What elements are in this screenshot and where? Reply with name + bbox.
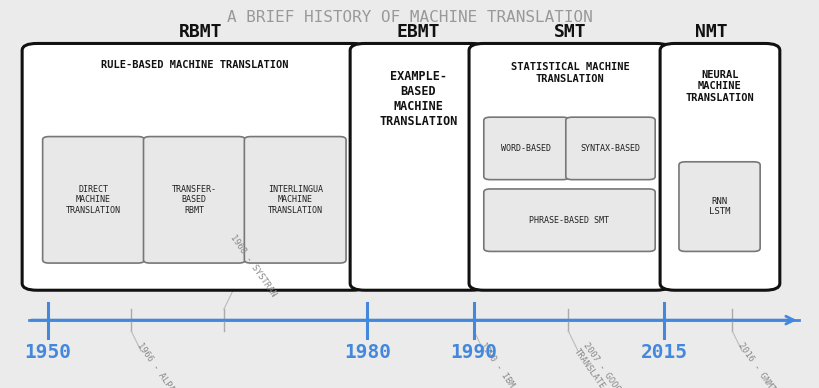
Text: NMT: NMT	[695, 23, 727, 41]
FancyBboxPatch shape	[350, 43, 486, 290]
FancyBboxPatch shape	[659, 43, 779, 290]
FancyBboxPatch shape	[22, 43, 367, 290]
FancyBboxPatch shape	[483, 189, 654, 251]
Text: NEURAL
MACHINE
TRANSLATION: NEURAL MACHINE TRANSLATION	[685, 70, 753, 103]
Text: PHRASE-BASED SMT: PHRASE-BASED SMT	[529, 216, 609, 225]
FancyBboxPatch shape	[483, 117, 568, 180]
Text: 1968 - SYSTRAN: 1968 - SYSTRAN	[228, 234, 277, 299]
Text: 1966 - ALPAC REPORT: 1966 - ALPAC REPORT	[135, 341, 200, 388]
Text: 2016 - GNMT: 2016 - GNMT	[735, 341, 776, 388]
Text: INTERLINGUA
MACHINE
TRANSLATION: INTERLINGUA MACHINE TRANSLATION	[267, 185, 323, 215]
Text: 1980: 1980	[343, 343, 391, 362]
Text: RNN
LSTM: RNN LSTM	[708, 197, 730, 217]
Text: 1950: 1950	[24, 343, 71, 362]
FancyBboxPatch shape	[143, 137, 245, 263]
Text: 2015: 2015	[640, 343, 687, 362]
Text: SMT: SMT	[553, 23, 586, 41]
Text: STATISTICAL MACHINE
TRANSLATION: STATISTICAL MACHINE TRANSLATION	[510, 62, 628, 84]
Text: EXAMPLE-
BASED
MACHINE
TRANSLATION: EXAMPLE- BASED MACHINE TRANSLATION	[378, 70, 457, 128]
FancyBboxPatch shape	[678, 162, 759, 251]
Text: TRANSFER-
BASED
RBMT: TRANSFER- BASED RBMT	[172, 185, 216, 215]
Text: RULE-BASED MACHINE TRANSLATION: RULE-BASED MACHINE TRANSLATION	[101, 60, 287, 70]
Text: 1990 - IBM MODELS: 1990 - IBM MODELS	[477, 341, 536, 388]
FancyBboxPatch shape	[244, 137, 346, 263]
FancyBboxPatch shape	[468, 43, 670, 290]
Text: WORD-BASED: WORD-BASED	[501, 144, 550, 153]
Text: 1990: 1990	[450, 343, 497, 362]
Text: RBMT: RBMT	[179, 23, 223, 41]
FancyBboxPatch shape	[43, 137, 144, 263]
FancyBboxPatch shape	[565, 117, 654, 180]
Text: SYNTAX-BASED: SYNTAX-BASED	[580, 144, 640, 153]
Text: EBMT: EBMT	[396, 23, 440, 41]
Text: A BRIEF HISTORY OF MACHINE TRANSLATION: A BRIEF HISTORY OF MACHINE TRANSLATION	[227, 10, 592, 25]
Text: DIRECT
MACHINE
TRANSLATION: DIRECT MACHINE TRANSLATION	[66, 185, 121, 215]
Text: 2007 - GOOGLE
TRANSLATE: 2007 - GOOGLE TRANSLATE	[572, 341, 627, 388]
